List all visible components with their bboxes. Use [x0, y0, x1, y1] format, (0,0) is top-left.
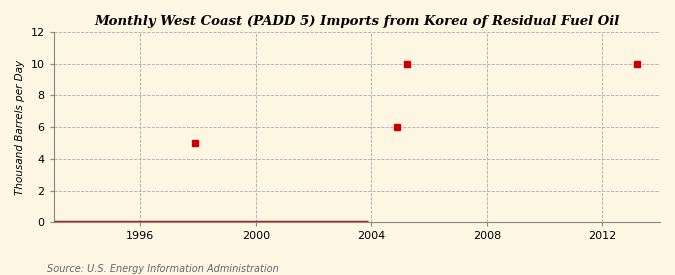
Title: Monthly West Coast (PADD 5) Imports from Korea of Residual Fuel Oil: Monthly West Coast (PADD 5) Imports from…	[95, 15, 620, 28]
Y-axis label: Thousand Barrels per Day: Thousand Barrels per Day	[15, 60, 25, 195]
Text: Source: U.S. Energy Information Administration: Source: U.S. Energy Information Administ…	[47, 264, 279, 274]
